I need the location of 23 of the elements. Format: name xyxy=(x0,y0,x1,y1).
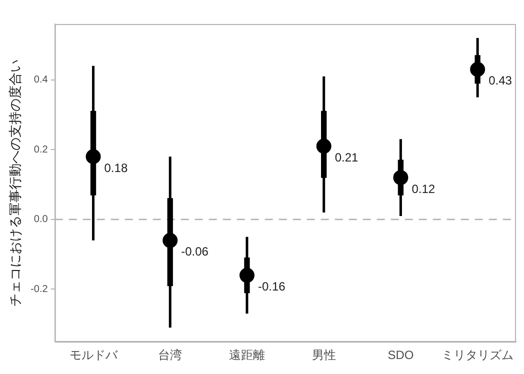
data-label: 0.43 xyxy=(488,74,512,88)
data-label: 0.12 xyxy=(412,182,436,196)
data-label: 0.21 xyxy=(334,150,359,164)
point xyxy=(316,138,332,154)
x-tick-label: ミリタリズム xyxy=(442,348,514,362)
y-tick-label: 0.4 xyxy=(34,74,48,86)
data-label: -0.16 xyxy=(258,280,286,294)
x-tick-label: SDO xyxy=(388,348,414,362)
point xyxy=(393,170,408,186)
y-tick-label: -0.2 xyxy=(30,284,48,295)
x-tick-label: モルドバ xyxy=(69,348,118,362)
y-axis-title: チェコにおける軍事行動への支持の度合い xyxy=(7,59,22,306)
point xyxy=(470,62,486,77)
x-tick-label: 男性 xyxy=(312,348,336,362)
point xyxy=(162,232,178,248)
x-tick-label: 遠距離 xyxy=(228,348,265,362)
data-label: 0.18 xyxy=(104,160,128,175)
x-tick-label: 台湾 xyxy=(158,348,182,362)
y-tick-label: 0.0 xyxy=(34,214,48,226)
y-tick-label: 0.2 xyxy=(34,144,48,156)
data-label: -0.06 xyxy=(181,244,209,259)
point xyxy=(86,149,101,164)
point xyxy=(239,268,254,283)
